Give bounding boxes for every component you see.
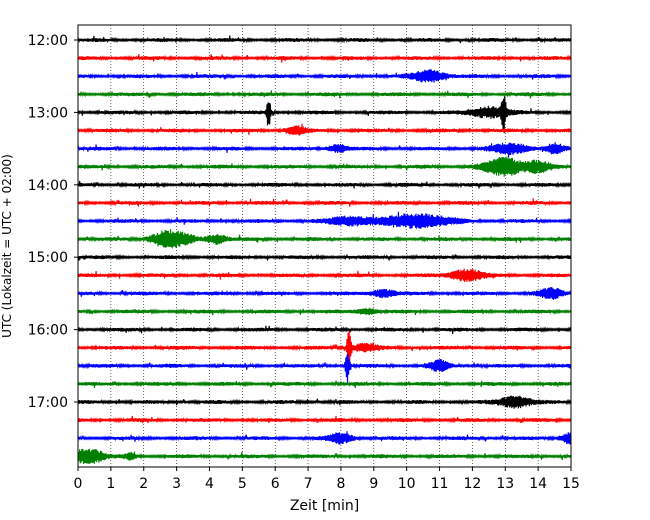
y-tick-label: 12:00 bbox=[28, 33, 68, 49]
seismic-trace bbox=[77, 415, 572, 424]
seismic-trace bbox=[77, 431, 572, 445]
y-tick-label: 17:00 bbox=[28, 395, 68, 411]
trace-layer bbox=[77, 35, 572, 464]
x-tick-label: 4 bbox=[205, 476, 214, 492]
seismic-trace bbox=[77, 198, 572, 207]
seismic-trace bbox=[77, 307, 572, 316]
seismic-trace bbox=[77, 325, 572, 335]
x-tick-label: 13 bbox=[496, 476, 514, 492]
x-tick-label: 5 bbox=[238, 476, 247, 492]
seismic-trace bbox=[77, 287, 572, 300]
seismic-trace bbox=[77, 90, 572, 99]
x-tick-label: 9 bbox=[369, 476, 378, 492]
y-axis-label: UTC (Lokalzeit = UTC + 02:00) bbox=[0, 154, 14, 338]
x-tick-label: 12 bbox=[463, 476, 481, 492]
x-tick-label: 15 bbox=[562, 476, 580, 492]
seismic-trace bbox=[77, 180, 572, 189]
x-tick-label: 10 bbox=[398, 476, 416, 492]
plot-frame bbox=[77, 24, 572, 468]
x-tick-label: 8 bbox=[336, 476, 345, 492]
y-tick-label: 16:00 bbox=[28, 323, 68, 339]
seismic-trace bbox=[77, 123, 572, 136]
x-tick-label: 14 bbox=[529, 476, 547, 492]
seismic-trace bbox=[77, 35, 572, 44]
y-tick-label: 14:00 bbox=[28, 178, 68, 194]
y-tick-label: 15:00 bbox=[28, 250, 68, 266]
x-axis-label: Zeit [min] bbox=[290, 498, 359, 514]
seismic-trace bbox=[77, 53, 572, 63]
seismic-trace bbox=[77, 395, 572, 409]
seismic-trace bbox=[77, 95, 572, 134]
seismic-trace bbox=[77, 268, 572, 283]
seismic-trace bbox=[77, 211, 572, 229]
x-tick-label: 3 bbox=[172, 476, 181, 492]
x-tick-label: 0 bbox=[74, 476, 83, 492]
seismic-trace bbox=[77, 354, 572, 383]
seismic-trace bbox=[77, 448, 572, 464]
seismic-trace bbox=[77, 253, 572, 261]
seismic-trace bbox=[77, 229, 572, 249]
seismic-trace bbox=[77, 380, 572, 388]
seismic-trace bbox=[77, 330, 572, 364]
x-tick-label: 11 bbox=[431, 476, 449, 492]
seismic-trace bbox=[77, 156, 572, 177]
x-tick-label: 6 bbox=[271, 476, 280, 492]
x-tick-label: 1 bbox=[106, 476, 115, 492]
y-tick-label: 13:00 bbox=[28, 105, 68, 121]
x-axis-ticks: 0 1 2 3 4 5 6 7 8 9 10 11 12 13 14 15 bbox=[74, 467, 580, 492]
seismic-trace bbox=[77, 142, 572, 158]
y-axis-ticks: 12:00 13:00 14:00 15:00 16:00 17:00 bbox=[28, 33, 78, 411]
seismic-trace bbox=[77, 69, 572, 83]
x-tick-label: 7 bbox=[304, 476, 313, 492]
x-tick-label: 2 bbox=[139, 476, 148, 492]
